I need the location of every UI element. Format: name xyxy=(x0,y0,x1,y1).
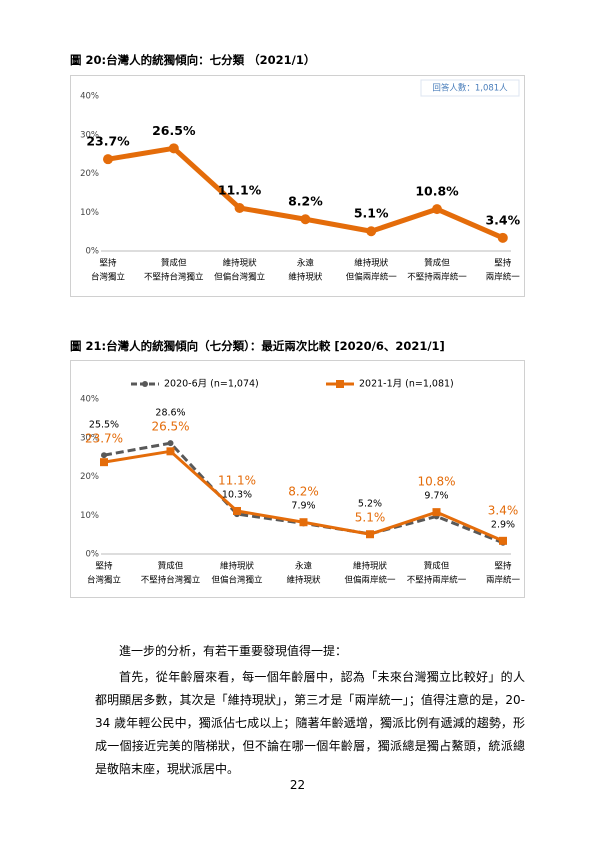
data-label: 9.7% xyxy=(424,491,448,502)
x-tick-label: 不堅持台灣獨立 xyxy=(144,272,204,283)
x-tick-label: 堅持 xyxy=(99,258,117,269)
legend-label: 2020-6月 (n=1,074) xyxy=(164,379,259,390)
x-tick-label: 維持現狀 xyxy=(354,258,389,269)
x-tick-label: 但偏台灣獨立 xyxy=(214,272,266,283)
data-label: 5.1% xyxy=(355,510,386,524)
chart: 0%10%20%30%40%堅持台灣獨立贊成但不堅持台灣獨立維持現狀但偏台灣獨立… xyxy=(70,75,525,297)
x-tick-label: 贊成但 xyxy=(158,561,184,572)
data-label: 8.2% xyxy=(288,485,319,499)
point xyxy=(103,154,113,165)
y-tick-label: 10% xyxy=(80,511,99,521)
x-tick-label: 贊成但 xyxy=(424,561,450,572)
y-tick-label: 10% xyxy=(80,208,99,218)
y-tick-label: 0% xyxy=(86,247,100,257)
figure-caption: 圖 21:台灣人的統獨傾向（七分類）：最近兩次比較 [2020/6、2021/1… xyxy=(70,339,445,353)
x-tick-label: 贊成但 xyxy=(161,258,187,269)
data-label: 3.4% xyxy=(485,212,520,227)
point xyxy=(366,226,377,237)
data-label: 3.4% xyxy=(488,503,519,517)
note-box xyxy=(420,79,520,97)
x-tick-label: 永遠 xyxy=(297,258,315,269)
point xyxy=(499,536,507,545)
data-label: 26.5% xyxy=(151,420,189,434)
legend-marker xyxy=(336,380,344,388)
legend-marker xyxy=(142,381,148,387)
y-tick-label: 40% xyxy=(80,395,99,405)
data-label: 11.1% xyxy=(218,473,256,487)
figure-caption: 圖 20:台灣人的統獨傾向：七分類 （2021/1） xyxy=(70,53,316,67)
point xyxy=(366,530,374,539)
x-tick-label: 永遠 xyxy=(295,561,313,572)
point xyxy=(432,508,441,517)
x-tick-label: 但偏台灣獨立 xyxy=(211,575,263,586)
x-tick-label: 維持現狀 xyxy=(288,272,323,283)
point xyxy=(233,506,241,515)
x-tick-label: 不堅持兩岸統一 xyxy=(407,272,467,283)
data-label: 10.8% xyxy=(415,184,459,199)
data-label: 26.5% xyxy=(152,123,196,138)
data-label: 5.1% xyxy=(354,206,389,221)
x-tick-label: 不堅持台灣獨立 xyxy=(141,575,201,586)
x-tick-label: 台灣獨立 xyxy=(87,575,122,586)
x-tick-label: 贊成但 xyxy=(424,258,450,269)
x-tick-label: 兩岸統一 xyxy=(486,272,521,283)
point xyxy=(299,518,308,527)
data-label: 2.9% xyxy=(491,519,515,530)
data-label: 5.2% xyxy=(358,498,382,509)
x-tick-label: 堅持 xyxy=(494,561,512,572)
x-tick-label: 堅持 xyxy=(95,561,113,572)
y-tick-label: 30% xyxy=(80,130,99,140)
data-label: 11.1% xyxy=(218,182,262,197)
data-label: 25.5% xyxy=(89,420,119,431)
x-tick-label: 但偏兩岸統一 xyxy=(344,575,396,586)
x-tick-label: 維持現狀 xyxy=(223,258,258,269)
data-label: 7.9% xyxy=(291,501,315,512)
point xyxy=(167,440,174,447)
point xyxy=(300,214,311,225)
data-label: 23.7% xyxy=(86,134,130,149)
x-tick-label: 但偏兩岸統一 xyxy=(346,272,398,283)
x-tick-label: 維持現狀 xyxy=(286,575,321,586)
point xyxy=(101,452,107,459)
paragraph: 進一步的分析，有若干重要發現值得一提： xyxy=(119,644,348,658)
x-tick-label: 兩岸統一 xyxy=(486,575,521,586)
x-tick-label: 台灣獨立 xyxy=(91,272,126,283)
data-label: 23.7% xyxy=(85,432,123,446)
point xyxy=(497,232,508,243)
x-tick-label: 維持現狀 xyxy=(220,561,255,572)
legend-label: 2021-1月 (n=1,081) xyxy=(359,379,454,390)
x-tick-label: 堅持 xyxy=(494,258,512,269)
point xyxy=(100,458,108,467)
x-tick-label: 不堅持兩岸統一 xyxy=(407,575,467,586)
point xyxy=(166,447,175,456)
point xyxy=(234,202,245,213)
y-tick-label: 0% xyxy=(86,550,100,560)
x-tick-label: 維持現狀 xyxy=(353,561,388,572)
y-tick-label: 20% xyxy=(80,169,99,179)
data-label: 28.6% xyxy=(155,408,185,419)
paragraph: 首先，從年齡層來看，每一個年齡層中，認為「未來台灣獨立比較好」的人都明顯居多數，… xyxy=(95,670,525,776)
page-number: 22 xyxy=(289,778,306,792)
point xyxy=(168,143,179,154)
chart: 0%10%20%30%40%堅持台灣獨立贊成但不堅持台灣獨立維持現狀但偏台灣獨立… xyxy=(70,360,525,598)
data-label: 8.2% xyxy=(288,194,323,209)
y-tick-label: 30% xyxy=(80,433,99,443)
point xyxy=(432,204,442,215)
note: 回答人數：1,081人 xyxy=(432,83,508,94)
data-label: 10.3% xyxy=(222,489,252,500)
y-tick-label: 20% xyxy=(80,472,99,482)
y-tick-label: 40% xyxy=(80,92,99,102)
data-label: 10.8% xyxy=(417,475,455,489)
